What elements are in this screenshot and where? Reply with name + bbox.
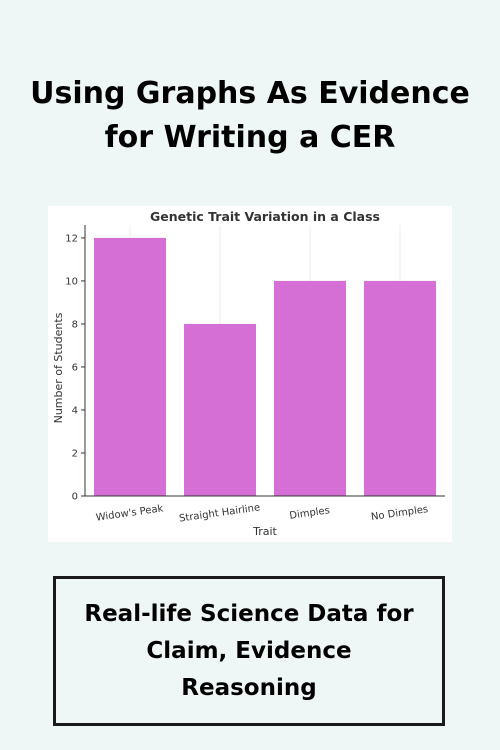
footer-line-2: Claim, Evidence — [146, 637, 352, 664]
x-tick-label: No Dimples — [370, 504, 428, 523]
bar — [184, 323, 256, 496]
x-tick-label: Straight Hairline — [178, 502, 260, 524]
y-tick-label: 12 — [65, 233, 78, 244]
x-tick-label: Dimples — [289, 505, 331, 522]
headline-line-2: for Writing a CER — [104, 120, 396, 155]
page-headline: Using Graphs As Evidence for Writing a C… — [0, 72, 500, 160]
y-tick-label: 10 — [65, 276, 78, 287]
bar — [274, 280, 346, 496]
bar — [364, 280, 436, 496]
x-axis-label: Trait — [252, 525, 277, 538]
y-tick-label: 8 — [72, 319, 78, 330]
footer-line-1: Real-life Science Data for — [84, 600, 414, 627]
footer-caption-box: Real-life Science Data for Claim, Eviden… — [53, 576, 445, 726]
y-axis-label: Number of Students — [52, 312, 65, 423]
bar-chart-card: Genetic Trait Variation in a Class Widow… — [48, 206, 452, 542]
y-tick-label: 4 — [72, 405, 78, 416]
bar — [94, 237, 166, 496]
footer-line-3: Reasoning — [181, 674, 317, 701]
x-tick-label: Widow's Peak — [95, 503, 164, 523]
bar-chart: Genetic Trait Variation in a Class Widow… — [52, 209, 445, 538]
y-tick-label: 2 — [72, 448, 78, 459]
y-tick-label: 0 — [72, 492, 78, 503]
chart-title: Genetic Trait Variation in a Class — [150, 209, 380, 224]
y-tick-label: 6 — [72, 362, 78, 373]
headline-line-1: Using Graphs As Evidence — [30, 76, 470, 111]
